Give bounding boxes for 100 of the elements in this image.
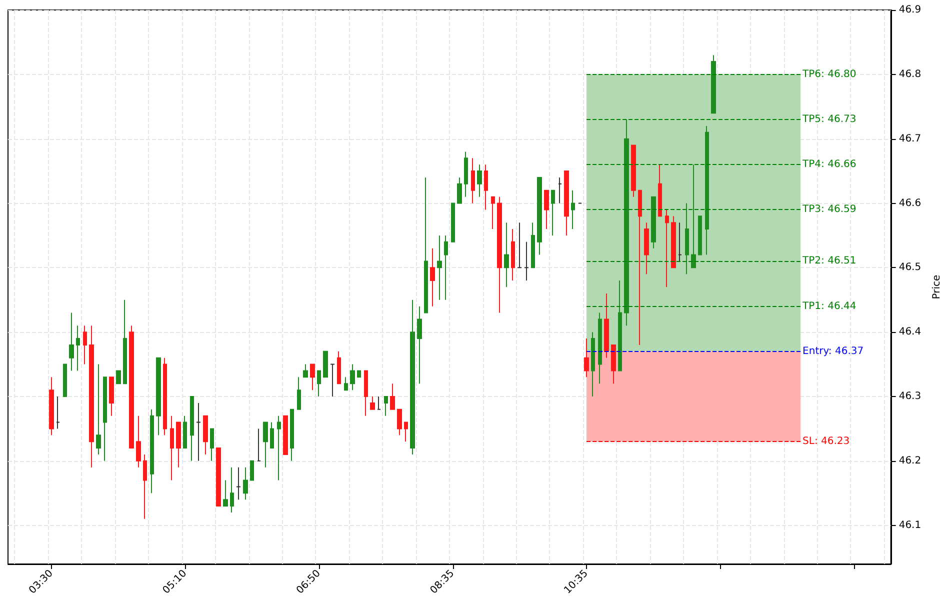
candlestick [584, 338, 589, 378]
y-tick-label: 46.1 [898, 520, 922, 531]
ref-line-label: TP1: 46.44 [802, 300, 856, 312]
candlestick [571, 190, 575, 230]
candlestick [103, 376, 107, 462]
candlestick [678, 222, 682, 262]
candlestick [504, 222, 509, 288]
candlestick [230, 466, 234, 513]
candlestick [384, 396, 388, 416]
candlestick [598, 312, 602, 384]
y-tick-label: 46.6 [898, 198, 922, 209]
candlestick [631, 144, 636, 198]
candlestick [63, 364, 67, 398]
candlestick [531, 222, 535, 268]
candlestick [123, 299, 127, 384]
y-tick-label: 46.4 [898, 326, 922, 338]
candlestick [624, 119, 629, 326]
candlestick [69, 312, 74, 372]
candlestick [644, 222, 649, 275]
candlestick [89, 325, 94, 468]
candlestick [711, 54, 716, 114]
candlestick [698, 216, 702, 256]
candlestick [136, 415, 141, 468]
candlestick [96, 364, 101, 455]
candlestick [203, 415, 208, 455]
candlestick [344, 376, 348, 391]
candlestick [651, 196, 656, 249]
y-tick-label: 46.9 [898, 4, 922, 16]
candlestick [404, 422, 408, 442]
candlestick [685, 202, 689, 275]
candlestick [397, 408, 402, 436]
candlestick [283, 415, 288, 455]
candlestick [76, 325, 80, 372]
candlestick [263, 422, 268, 468]
ref-line-label: TP2: 46.51 [802, 256, 856, 267]
candlestick [611, 344, 616, 384]
candlestick [49, 376, 54, 436]
ref-line-label: TP4: 46.66 [802, 159, 856, 170]
candlestick [424, 176, 428, 314]
candlestick [417, 306, 422, 384]
candlestick [257, 428, 261, 462]
candlestick [323, 350, 328, 378]
candlestick [491, 196, 495, 230]
candlestick [451, 202, 455, 242]
candlestick [437, 234, 442, 300]
candlestick [638, 190, 642, 346]
candlestick [357, 370, 361, 378]
candlestick [163, 357, 167, 436]
candlestick [691, 164, 696, 268]
candlestick [524, 241, 529, 282]
candlestick [196, 402, 201, 462]
candlestick [303, 364, 308, 378]
candlestick [390, 383, 395, 410]
candlestick [350, 364, 355, 391]
candlestick [250, 460, 254, 481]
candlestick [317, 370, 321, 398]
ref-line-label: TP6: 46.80 [802, 68, 856, 80]
candlestick [297, 376, 301, 410]
candlestick [477, 164, 482, 198]
candlestick [83, 325, 87, 365]
candlestick [330, 364, 335, 398]
candlestick [216, 448, 221, 507]
candlestick [150, 408, 154, 494]
ref-line-label: TP3: 46.59 [802, 204, 856, 216]
candlestick [370, 396, 375, 410]
candlestick [243, 466, 248, 500]
candlestick [464, 151, 468, 198]
y-tick-label: 46.8 [898, 68, 922, 80]
ref-line-label: TP5: 46.73 [802, 114, 856, 126]
y-axis-title: Price [932, 274, 942, 300]
candlestick [410, 299, 415, 455]
candlestick [116, 370, 121, 384]
candlestick [671, 216, 676, 268]
candlestick [176, 422, 181, 468]
candlestick [457, 176, 462, 204]
candlestick [591, 332, 595, 398]
candlestick [658, 164, 662, 217]
candlestick [364, 370, 368, 416]
candlestick [109, 376, 114, 416]
candlestick [129, 325, 134, 449]
ref-line-label: SL: 46.23 [802, 436, 850, 448]
candlestick [210, 428, 214, 462]
candlestick [236, 466, 241, 500]
candlestick [517, 222, 522, 268]
y-tick-label: 46.2 [898, 455, 922, 466]
candlestick [143, 454, 147, 520]
candlestick [430, 248, 435, 307]
candlestick [551, 190, 555, 236]
y-tick-label: 46.7 [898, 133, 922, 144]
candlestick [497, 196, 502, 314]
candlestick [484, 164, 488, 210]
candlestick [511, 228, 515, 282]
y-tick-label: 46.3 [898, 391, 922, 402]
candlestick [277, 415, 281, 481]
candlestick [183, 415, 187, 449]
candlestick [471, 158, 475, 204]
y-tick-label: 46.5 [898, 262, 922, 274]
candlestick [558, 176, 562, 204]
candlestick [337, 350, 341, 384]
candlestick [56, 396, 60, 430]
